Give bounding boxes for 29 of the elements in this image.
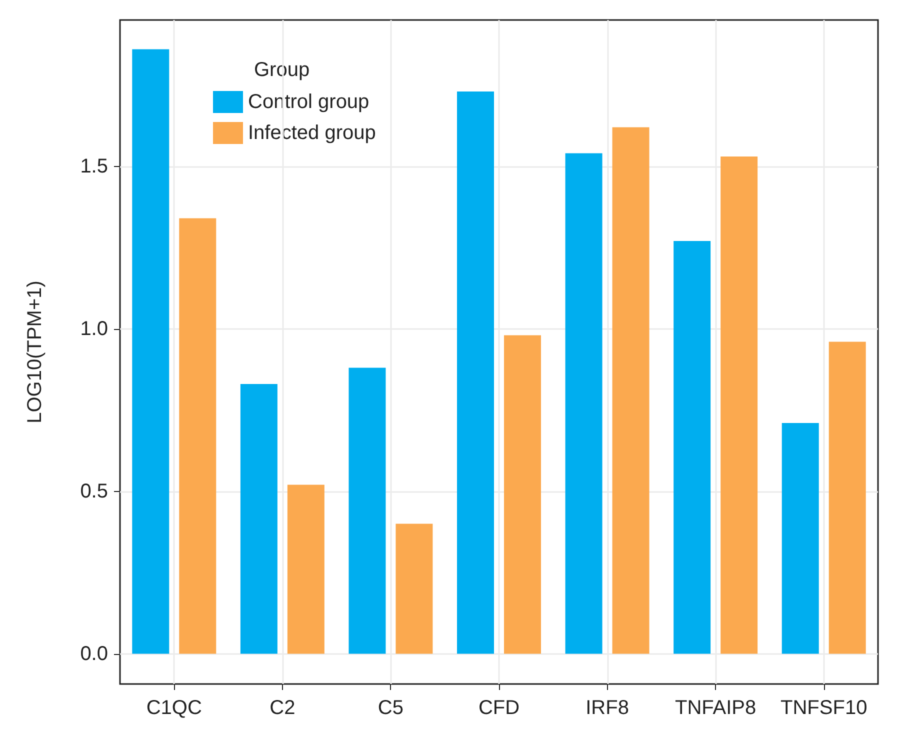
bar xyxy=(240,384,278,654)
legend-label: Infected group xyxy=(248,122,376,144)
x-tick-label: C1QC xyxy=(146,697,202,719)
bar xyxy=(565,153,602,654)
x-tick-label: IRF8 xyxy=(586,697,629,719)
y-tick-label: 0.0 xyxy=(80,642,108,665)
y-tick-label: 1.0 xyxy=(80,318,108,340)
bar xyxy=(179,218,216,654)
x-tick-label: CFD xyxy=(478,697,520,719)
bar xyxy=(828,342,866,654)
bar xyxy=(348,368,386,654)
bar xyxy=(132,49,170,654)
x-tick-label: C2 xyxy=(270,697,296,719)
bar xyxy=(504,335,541,654)
y-axis-title: LOG10(TPM+1) xyxy=(24,280,46,424)
bar xyxy=(396,524,433,654)
x-tick-label: TNFSF10 xyxy=(780,697,868,719)
bar xyxy=(612,127,650,654)
x-tick-label: TNFAIP8 xyxy=(675,697,756,719)
bar xyxy=(457,92,494,654)
legend-title: Group xyxy=(254,59,310,81)
bar xyxy=(674,241,711,654)
bar xyxy=(287,484,324,654)
bar xyxy=(720,156,758,654)
bar xyxy=(782,423,819,654)
y-tick-label: 0.5 xyxy=(80,480,108,502)
y-tick-label: 1.5 xyxy=(80,155,108,178)
x-tick-label: C5 xyxy=(378,697,404,719)
legend-label: Control group xyxy=(248,91,370,113)
